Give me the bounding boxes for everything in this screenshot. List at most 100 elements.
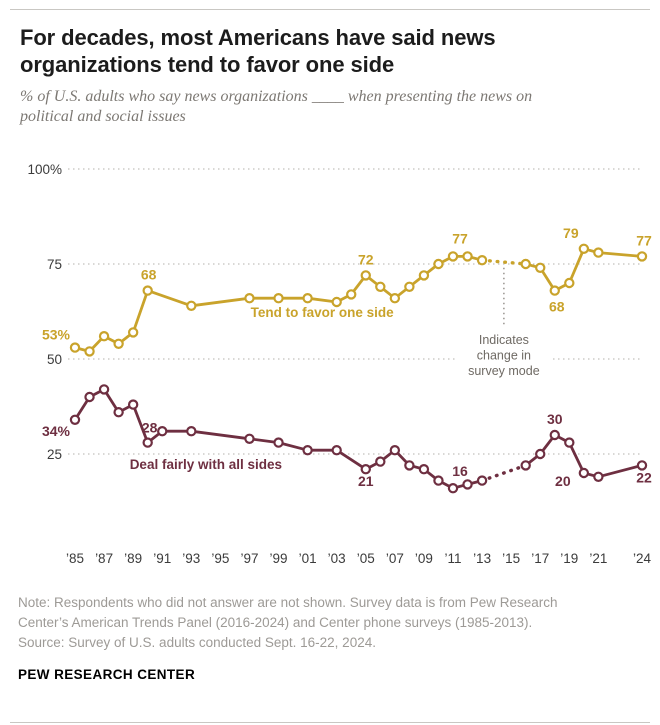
data-point-marker [331, 296, 342, 308]
top-rule [10, 9, 650, 10]
data-point-marker [244, 433, 255, 444]
mode-change-annotation: change in [477, 348, 531, 362]
data-point-marker [593, 247, 604, 258]
data-point-label: 34% [42, 423, 71, 439]
data-point-marker [476, 254, 488, 266]
data-point-label: 77 [452, 230, 468, 246]
x-axis-tick-label: ’15 [502, 551, 520, 566]
data-point-marker [636, 460, 648, 471]
x-axis-tick-label: ’99 [270, 551, 288, 566]
series-line-segment [189, 429, 251, 441]
series-name-label: Tend to favor one side [251, 305, 395, 320]
series-line-segment [480, 258, 528, 266]
x-axis-tick-label: ’11 [444, 551, 461, 566]
mode-change-annotation: Indicates [479, 333, 529, 347]
data-point-marker [578, 467, 590, 479]
data-point-marker [462, 251, 473, 262]
data-point-label: 79 [563, 225, 579, 241]
data-point-marker [302, 292, 313, 304]
data-point-marker [447, 251, 459, 262]
series-line-segment [146, 289, 193, 308]
data-point-marker [127, 327, 139, 338]
data-point-marker [273, 437, 284, 448]
data-point-label: 20 [555, 473, 571, 489]
data-point-label: 77 [636, 232, 652, 248]
data-point-marker [360, 270, 371, 281]
data-point-marker [375, 281, 386, 292]
data-point-marker [520, 460, 531, 471]
y-axis-tick-label: 50 [47, 352, 62, 367]
data-point-marker [127, 399, 139, 410]
chart-subtitle: % of U.S. adults who say news organizati… [20, 88, 533, 125]
data-point-marker [244, 292, 255, 304]
x-axis-tick-label: ’07 [386, 551, 404, 566]
note-line: Note: Respondents who did not answer are… [18, 595, 558, 610]
data-point-marker [549, 429, 560, 441]
data-point-label: 22 [636, 469, 652, 485]
series-line-segment [567, 247, 586, 285]
series-line-segment [335, 448, 368, 471]
series-name-label: Deal fairly with all sides [130, 457, 282, 472]
data-point-marker [360, 464, 371, 475]
data-point-marker [273, 292, 284, 304]
data-point-marker [404, 460, 415, 471]
brand-footer: PEW RESEARCH CENTER [18, 667, 196, 682]
data-point-marker [476, 475, 488, 486]
x-axis-tick-label: ’21 [589, 551, 607, 566]
data-point-label: 30 [547, 411, 563, 427]
data-point-marker [375, 456, 386, 467]
data-point-marker [346, 289, 357, 300]
bottom-rule [10, 722, 650, 723]
data-point-label: 68 [549, 299, 565, 315]
data-point-marker [331, 445, 342, 456]
data-point-marker [113, 338, 124, 349]
data-point-marker [564, 437, 575, 448]
data-point-marker [142, 285, 153, 296]
x-axis-tick-label: ’93 [182, 551, 200, 566]
data-point-marker [447, 483, 459, 494]
series-line-segment [596, 251, 644, 258]
series-line-segment [596, 463, 644, 479]
note-line: Center’s American Trends Panel (2016-202… [18, 615, 533, 630]
data-point-marker [418, 464, 430, 475]
chart-note: Note: Respondents who did not answer are… [18, 593, 642, 653]
data-point-marker [302, 445, 313, 456]
x-axis-tick-label: ’95 [211, 551, 229, 566]
chart-title: For decades, most Americans have said ne… [20, 25, 496, 77]
data-point-marker [636, 251, 648, 262]
x-axis-tick-label: ’01 [299, 551, 317, 566]
data-point-marker [462, 479, 473, 490]
series-line-segment [189, 296, 251, 308]
x-axis-tick-label: ’97 [240, 551, 258, 566]
data-point-marker [593, 471, 604, 482]
series-line-segment [131, 403, 150, 445]
data-point-label: 16 [452, 463, 468, 479]
x-axis-tick-label: ’91 [153, 551, 171, 566]
series-line-segment [131, 289, 150, 334]
y-axis-tick-label: 25 [47, 447, 62, 462]
data-point-marker [389, 445, 401, 456]
data-point-label: 68 [141, 267, 157, 283]
data-point-marker [113, 407, 124, 418]
series-line-segment [567, 441, 586, 475]
x-axis-tick-label: ’85 [66, 551, 84, 566]
trend-chart-svg: 100% 75 50 25 ’85 ’87 ’89 ’91 ’93 ’95 ’97 ’99 ’01 ’03… [27, 162, 652, 566]
data-point-marker [98, 330, 110, 342]
annotation-backplate [457, 329, 550, 380]
data-point-marker [578, 243, 590, 255]
data-point-label: 28 [142, 420, 158, 436]
x-axis-tick-label: ’17 [531, 551, 549, 566]
x-axis-tick-label: ’87 [95, 551, 113, 566]
data-point-marker [418, 270, 430, 281]
data-point-marker [157, 426, 168, 437]
data-point-marker [404, 281, 415, 292]
note-line: Source: Survey of U.S. adults conducted … [18, 635, 376, 650]
data-point-label: 72 [358, 251, 374, 267]
x-axis-tick-label: ’19 [560, 551, 578, 566]
data-point-marker [186, 426, 197, 437]
y-axis-tick-label: 75 [47, 257, 62, 272]
data-point-marker [84, 346, 95, 357]
data-point-marker [433, 258, 444, 270]
x-axis-tick-label: ’03 [328, 551, 346, 566]
data-point-marker [69, 414, 81, 425]
